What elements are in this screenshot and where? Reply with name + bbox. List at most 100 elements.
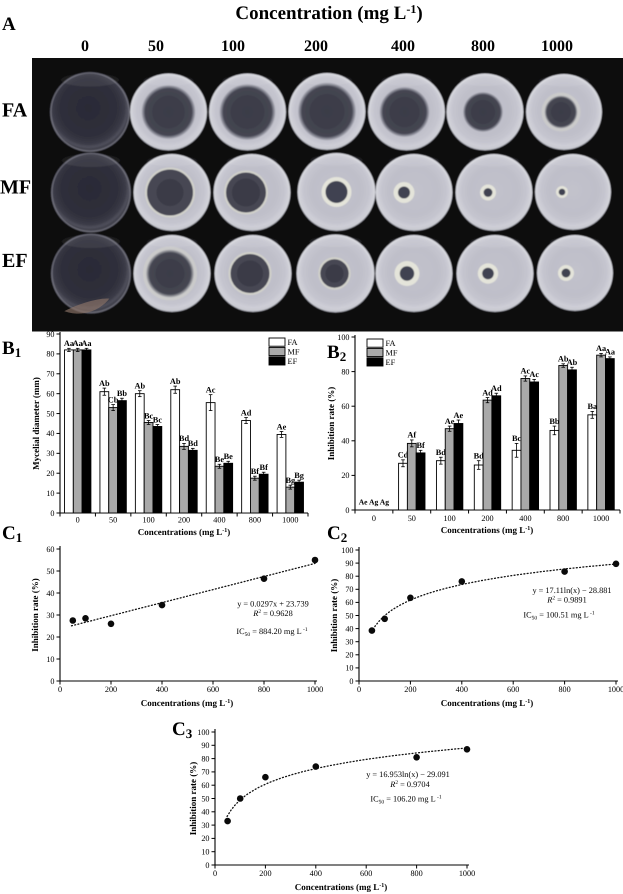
- svg-text:Ae: Ae: [454, 411, 464, 420]
- svg-text:40: 40: [341, 437, 349, 446]
- svg-text:Concentrations (mg L-1): Concentrations (mg L-1): [441, 698, 534, 708]
- svg-text:10: 10: [46, 655, 54, 664]
- svg-text:FA: FA: [386, 339, 396, 348]
- svg-text:600: 600: [507, 685, 519, 694]
- svg-text:60: 60: [46, 545, 54, 554]
- svg-text:60: 60: [46, 390, 54, 399]
- svg-text:Bb: Bb: [549, 417, 560, 426]
- svg-text:90: 90: [46, 330, 54, 339]
- svg-text:50: 50: [46, 567, 54, 576]
- svg-text:60: 60: [345, 598, 353, 607]
- svg-text:400: 400: [213, 516, 225, 525]
- svg-text:1000: 1000: [307, 685, 323, 694]
- svg-text:Bc: Bc: [512, 434, 522, 443]
- svg-text:Cd: Cd: [398, 451, 409, 460]
- svg-text:10: 10: [46, 489, 54, 498]
- svg-text:0: 0: [76, 516, 80, 525]
- svg-text:Bf: Bf: [416, 441, 425, 450]
- svg-text:Inhibition rate (%): Inhibition rate (%): [329, 579, 339, 653]
- svg-text:70: 70: [345, 585, 353, 594]
- svg-text:1000: 1000: [459, 869, 475, 878]
- svg-text:1000: 1000: [541, 38, 573, 55]
- svg-text:30: 30: [46, 611, 54, 620]
- svg-text:0: 0: [372, 514, 376, 523]
- svg-text:Aa: Aa: [64, 339, 75, 348]
- svg-text:A: A: [2, 14, 16, 35]
- svg-text:400: 400: [519, 514, 531, 523]
- svg-text:50: 50: [46, 409, 54, 418]
- svg-text:Ba: Ba: [587, 402, 598, 411]
- svg-text:0: 0: [357, 685, 361, 694]
- svg-text:Bd: Bd: [474, 452, 485, 461]
- svg-text:100: 100: [341, 546, 353, 555]
- svg-text:30: 30: [201, 821, 209, 830]
- svg-text:Concentrations (mg L-1): Concentrations (mg L-1): [141, 698, 234, 708]
- svg-text:0: 0: [50, 677, 54, 686]
- svg-text:Inhibition rate (%): Inhibition rate (%): [188, 762, 198, 836]
- svg-text:800: 800: [557, 514, 569, 523]
- svg-text:Concentration (mg L-1): Concentration (mg L-1): [235, 2, 422, 24]
- svg-text:400: 400: [391, 38, 415, 55]
- svg-text:200: 200: [105, 685, 117, 694]
- svg-text:20: 20: [345, 651, 353, 660]
- svg-text:10: 10: [201, 848, 209, 857]
- svg-text:40: 40: [46, 429, 54, 438]
- svg-text:Mycelial diameter (mm): Mycelial diameter (mm): [31, 377, 41, 470]
- svg-text:50: 50: [201, 794, 209, 803]
- svg-text:0: 0: [345, 506, 349, 515]
- svg-text:Bf: Bf: [251, 467, 260, 476]
- svg-text:IC50 = 100.51 mg L -1: IC50 = 100.51 mg L -1: [523, 611, 594, 622]
- svg-text:Cb: Cb: [108, 395, 119, 404]
- svg-text:Bc: Bc: [153, 415, 163, 424]
- svg-text:70: 70: [201, 768, 209, 777]
- svg-text:Concentrations (mg L-1): Concentrations (mg L-1): [295, 882, 388, 892]
- svg-text:Ab: Ab: [558, 355, 569, 364]
- svg-text:10: 10: [345, 664, 353, 673]
- svg-text:Af: Af: [407, 431, 416, 440]
- svg-text:Ad: Ad: [241, 408, 252, 417]
- svg-text:Inhibition rate (%): Inhibition rate (%): [30, 578, 40, 652]
- svg-text:Concentrations (mg L-1): Concentrations (mg L-1): [138, 527, 231, 537]
- svg-text:80: 80: [345, 572, 353, 581]
- svg-text:Ad: Ad: [482, 388, 493, 397]
- svg-text:0: 0: [205, 861, 209, 870]
- svg-text:FA: FA: [288, 338, 298, 347]
- svg-text:1000: 1000: [593, 514, 609, 523]
- svg-text:Bg: Bg: [285, 476, 296, 485]
- svg-text:MF: MF: [386, 348, 398, 357]
- svg-text:Concentrations (mg L-1): Concentrations (mg L-1): [441, 525, 534, 535]
- svg-text:30: 30: [345, 638, 353, 647]
- svg-text:y = 0.0297x + 23.739: y = 0.0297x + 23.739: [237, 600, 309, 609]
- svg-text:100: 100: [197, 728, 209, 737]
- svg-text:Ab: Ab: [134, 382, 145, 391]
- svg-text:EF: EF: [2, 250, 28, 272]
- svg-text:0: 0: [81, 38, 89, 55]
- svg-text:Bb: Bb: [117, 389, 128, 398]
- svg-text:70: 70: [46, 370, 54, 379]
- svg-text:Ab: Ab: [170, 377, 181, 386]
- svg-text:100: 100: [221, 38, 245, 55]
- svg-text:80: 80: [201, 754, 209, 763]
- svg-text:20: 20: [341, 471, 349, 480]
- svg-text:80: 80: [46, 350, 54, 359]
- svg-text:Inhibition rate (%): Inhibition rate (%): [326, 387, 336, 461]
- svg-text:Be: Be: [215, 455, 225, 464]
- svg-text:R2 = 0.9628: R2 = 0.9628: [252, 609, 292, 618]
- svg-text:40: 40: [345, 624, 353, 633]
- svg-text:0: 0: [213, 869, 217, 878]
- svg-text:100: 100: [443, 514, 455, 523]
- svg-text:80: 80: [341, 367, 349, 376]
- svg-text:Aa: Aa: [596, 344, 607, 353]
- svg-text:40: 40: [201, 808, 209, 817]
- svg-text:200: 200: [404, 685, 416, 694]
- svg-text:20: 20: [46, 633, 54, 642]
- svg-text:800: 800: [471, 38, 495, 55]
- svg-text:400: 400: [456, 685, 468, 694]
- svg-text:Ab: Ab: [567, 358, 578, 367]
- svg-text:90: 90: [201, 741, 209, 750]
- svg-text:FA: FA: [2, 100, 28, 122]
- svg-text:100: 100: [142, 516, 154, 525]
- svg-text:Aa: Aa: [81, 339, 92, 348]
- svg-text:Ac: Ac: [206, 386, 216, 395]
- svg-text:50: 50: [408, 514, 416, 523]
